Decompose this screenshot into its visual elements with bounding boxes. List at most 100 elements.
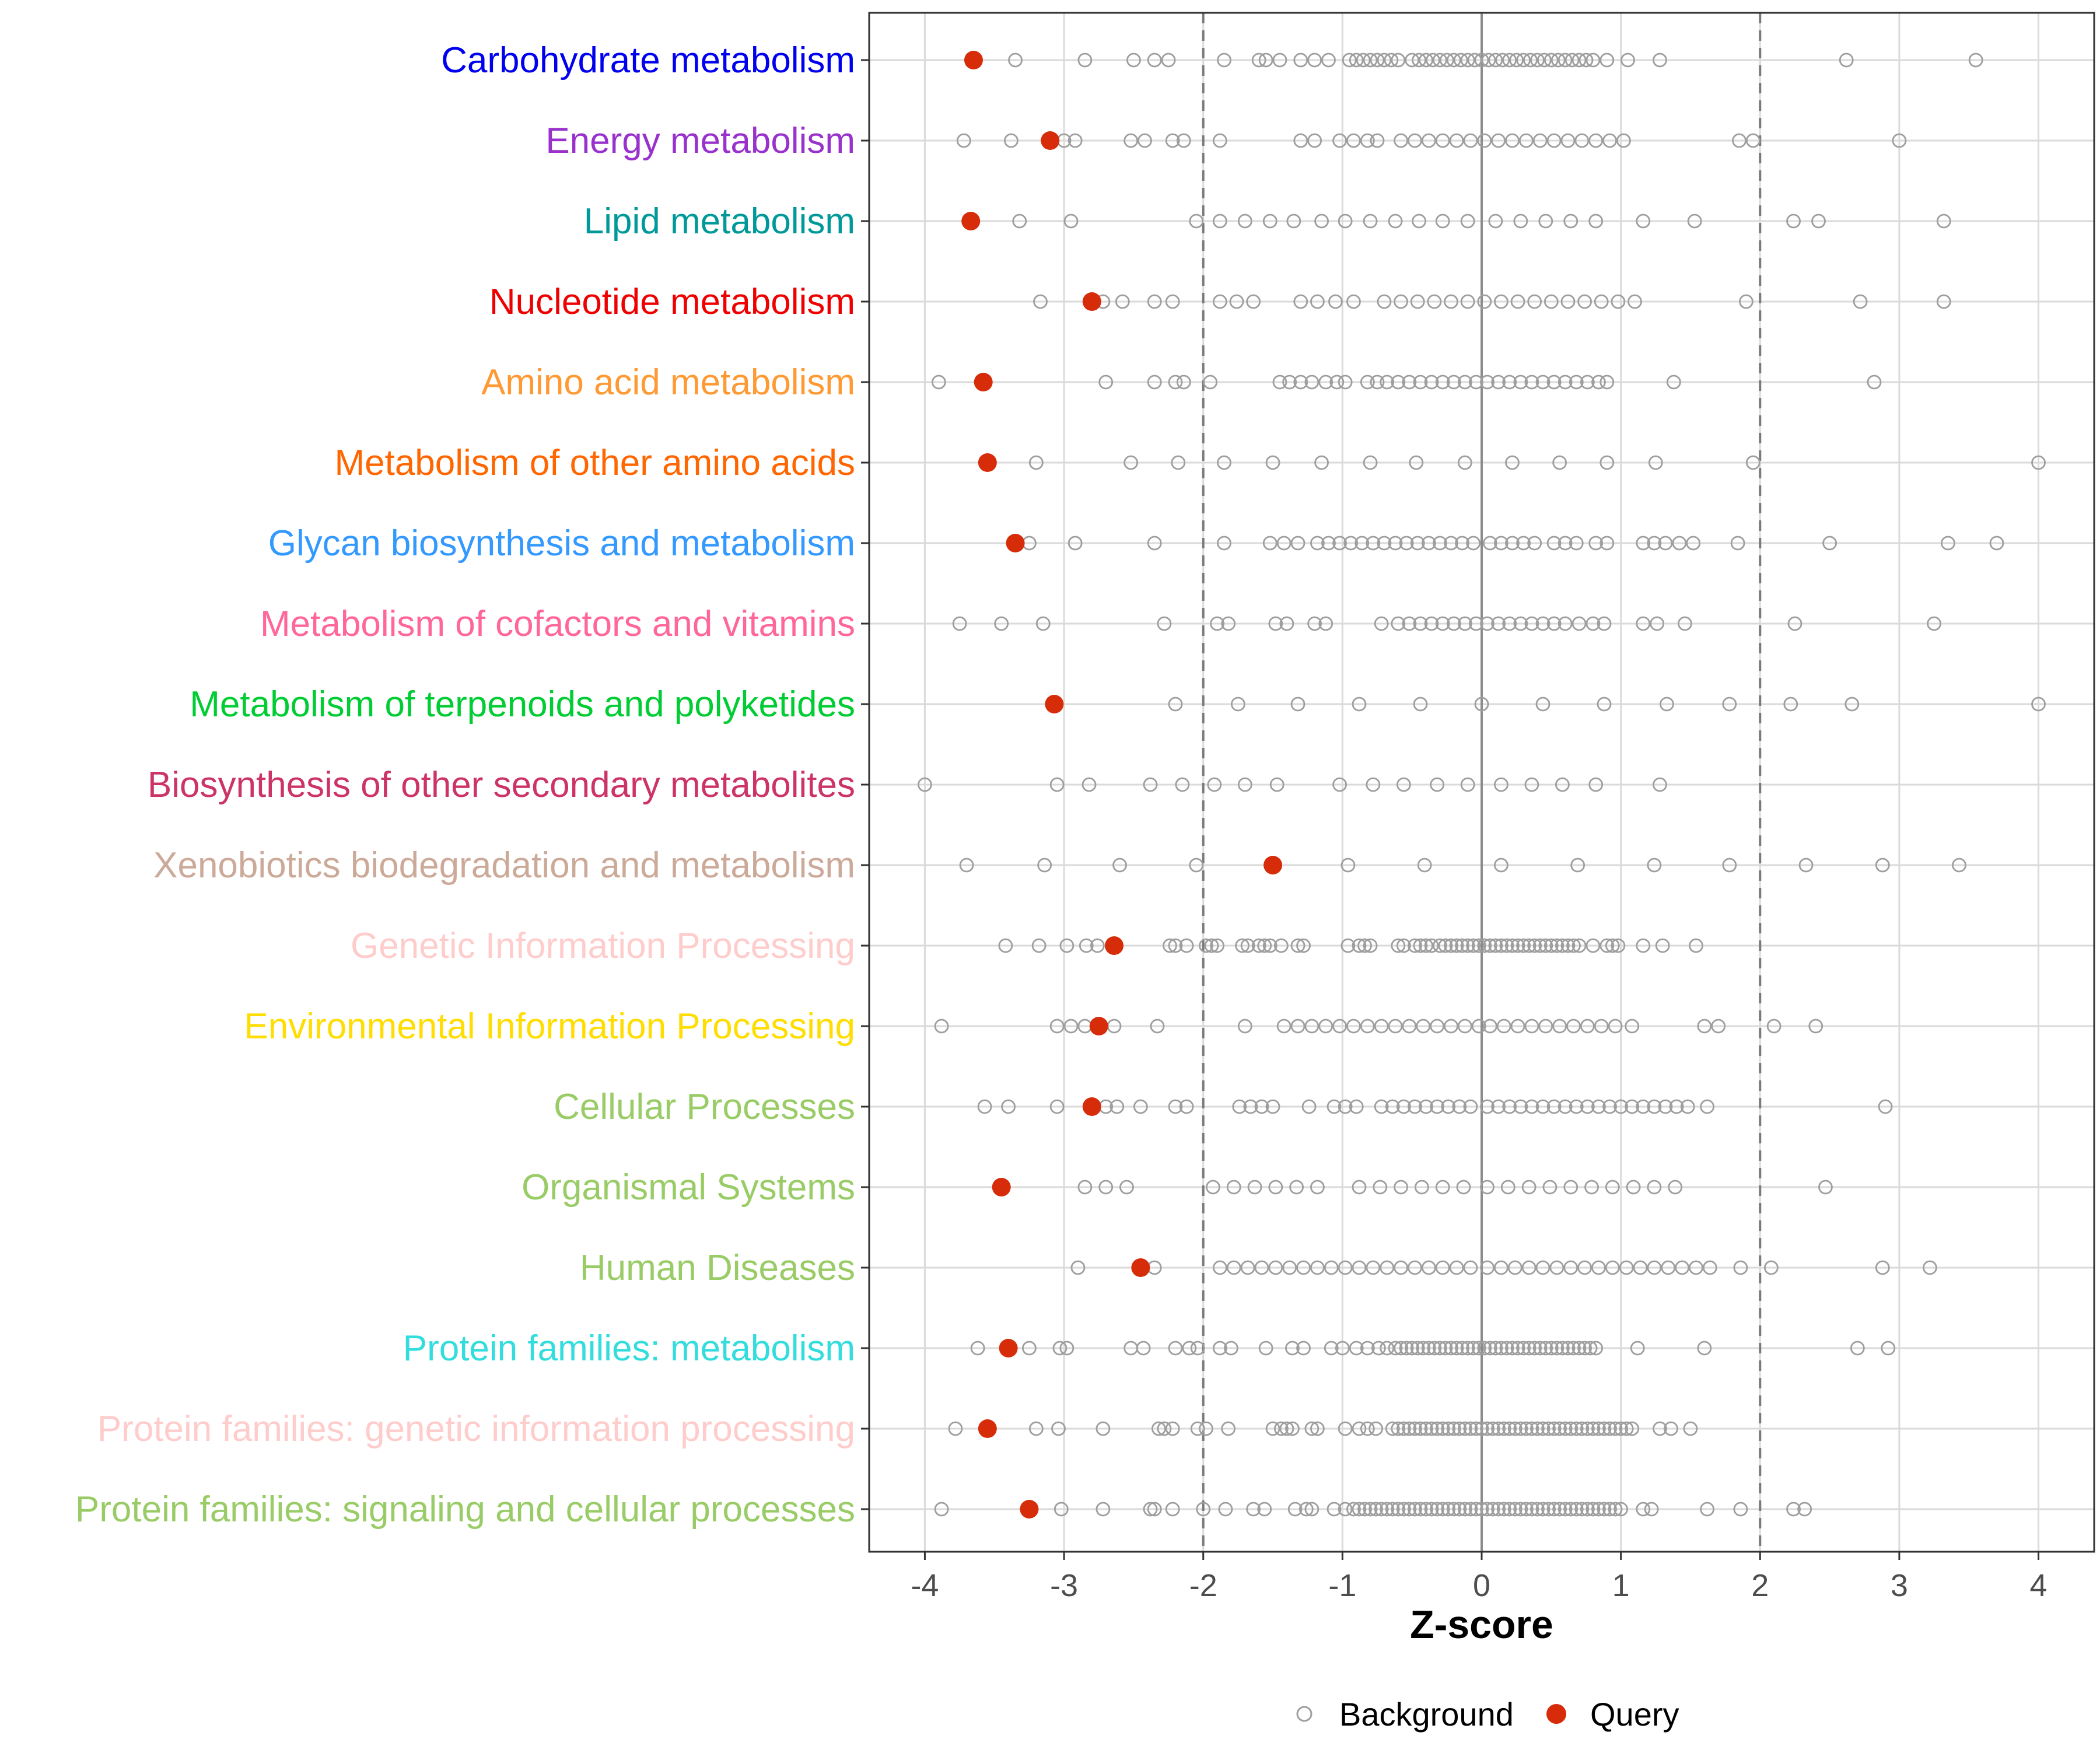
background-point: [1254, 1260, 1269, 1275]
background-point: [1279, 1421, 1294, 1436]
background-point: [1602, 1099, 1617, 1114]
query-point: [1082, 292, 1101, 311]
background-point: [1257, 1502, 1272, 1517]
background-point: [1408, 938, 1422, 953]
background-point: [1697, 1341, 1712, 1356]
background-point: [1647, 1180, 1662, 1195]
background-point: [1385, 1502, 1400, 1517]
background-point: [1477, 133, 1492, 148]
background-point: [1419, 938, 1433, 953]
background-point: [1363, 1502, 1378, 1517]
background-point: [1659, 697, 1674, 712]
background-point: [1059, 938, 1074, 953]
background-point: [1469, 616, 1483, 631]
background-point: [934, 1019, 949, 1034]
background-point: [1279, 616, 1294, 631]
background-point: [1318, 1019, 1334, 1034]
background-point: [1212, 294, 1227, 309]
background-point: [1481, 53, 1496, 68]
background-point: [1494, 1341, 1508, 1356]
background-point: [1360, 1341, 1375, 1356]
background-point: [1457, 1019, 1472, 1034]
background-point: [1391, 1421, 1406, 1436]
background-point: [1664, 1421, 1678, 1436]
background-point: [1237, 1019, 1252, 1034]
background-point: [1588, 133, 1604, 148]
background-point: [1257, 938, 1272, 953]
background-point: [1269, 777, 1284, 792]
background-point: [1482, 1341, 1497, 1356]
background-point: [1482, 1019, 1497, 1034]
background-point: [1491, 1502, 1506, 1517]
background-point: [1124, 455, 1139, 470]
background-point: [1435, 1180, 1450, 1195]
background-point: [1360, 375, 1375, 390]
background-point: [1096, 1421, 1111, 1436]
background-point: [1485, 1502, 1500, 1517]
background-point: [1189, 214, 1204, 229]
background-point: [1524, 777, 1539, 792]
background-point: [1293, 53, 1308, 68]
background-point: [1544, 294, 1559, 309]
query-point: [978, 453, 997, 472]
background-point: [1502, 375, 1517, 390]
background-point: [1324, 1341, 1339, 1356]
background-point: [1424, 375, 1439, 390]
background-point: [1452, 1099, 1467, 1114]
background-point: [1290, 938, 1306, 953]
background-point: [1394, 294, 1408, 309]
background-point: [1875, 858, 1890, 873]
background-point: [1446, 53, 1461, 68]
background-point: [1625, 1019, 1640, 1034]
background-point: [1513, 1502, 1528, 1517]
background-point: [1212, 1341, 1227, 1356]
background-point: [1199, 1421, 1213, 1436]
background-point: [1527, 294, 1542, 309]
background-point: [1594, 1019, 1609, 1034]
background-point: [1546, 1421, 1562, 1436]
background-point: [1258, 1341, 1273, 1356]
background-point: [1124, 133, 1139, 148]
background-point: [1636, 1502, 1651, 1517]
background-point: [1488, 938, 1503, 953]
background-point: [1413, 616, 1428, 631]
background-point: [1370, 375, 1385, 390]
background-point: [1310, 294, 1325, 309]
background-point: [1591, 1099, 1606, 1114]
background-point: [1421, 1260, 1436, 1275]
background-point: [1494, 1260, 1508, 1275]
background-point: [1546, 536, 1562, 551]
background-point: [1494, 777, 1508, 792]
background-point: [1516, 938, 1531, 953]
background-point: [1004, 133, 1019, 148]
background-point: [1530, 1502, 1545, 1517]
background-point: [1426, 53, 1440, 68]
background-point: [1251, 938, 1266, 953]
background-point: [1480, 1180, 1494, 1195]
legend-background-marker: [1296, 1706, 1312, 1722]
background-point: [1480, 1099, 1494, 1114]
category-label: Lipid metabolism: [584, 201, 855, 242]
background-point: [1328, 294, 1343, 309]
background-point: [1569, 1099, 1584, 1114]
background-point: [1168, 697, 1183, 712]
background-point: [1989, 536, 2004, 551]
background-point: [1675, 1260, 1690, 1275]
background-point: [1602, 1502, 1617, 1517]
background-point: [1329, 375, 1345, 390]
background-point: [1143, 777, 1158, 792]
legend-query-marker: [1546, 1704, 1566, 1724]
background-point: [1262, 938, 1278, 953]
background-point: [1385, 1099, 1400, 1114]
background-point: [1290, 536, 1306, 551]
background-point: [1572, 1341, 1587, 1356]
background-point: [1619, 1421, 1634, 1436]
background-point: [1563, 1180, 1578, 1195]
background-point: [1611, 938, 1626, 953]
background-point: [1433, 53, 1447, 68]
background-point: [1552, 1019, 1567, 1034]
background-point: [1433, 938, 1447, 953]
background-point: [1157, 616, 1172, 631]
background-point: [1374, 1502, 1389, 1517]
